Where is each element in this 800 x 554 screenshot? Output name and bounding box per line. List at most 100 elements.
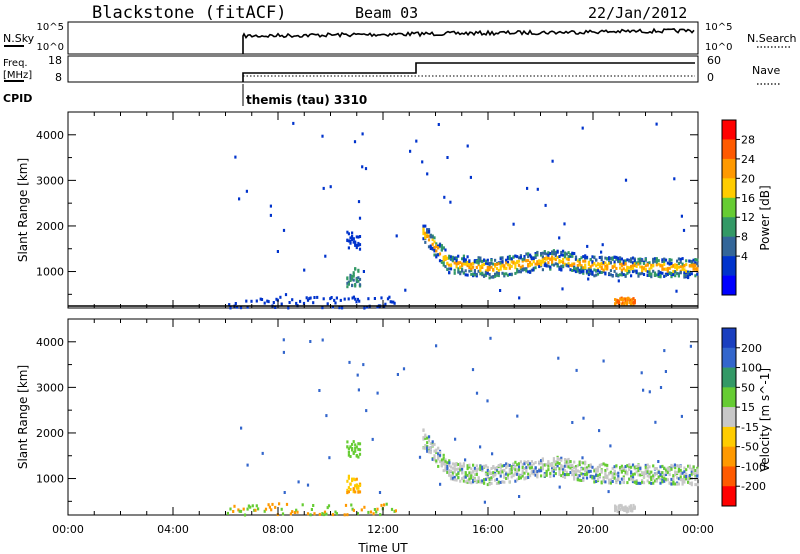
echo-cell — [523, 267, 526, 271]
echo-cell — [617, 273, 620, 277]
echo-cell — [672, 273, 675, 277]
echo-cell — [696, 474, 699, 478]
echo-cell — [578, 271, 581, 275]
echo-cell — [440, 260, 443, 264]
echo-cell — [692, 472, 695, 476]
echo-cell — [532, 257, 535, 260]
echo-cell — [440, 461, 443, 465]
echo-cell — [635, 261, 638, 265]
echo-cell — [424, 234, 427, 238]
echo-cell — [426, 235, 429, 238]
echo-cell — [245, 299, 248, 303]
echo-cell — [663, 466, 666, 470]
echo-cell — [556, 457, 559, 460]
echo-cell — [431, 443, 434, 447]
echo-cell — [633, 259, 636, 263]
echo-cell — [562, 264, 565, 268]
echo-cell — [508, 463, 511, 467]
echo-cell — [679, 478, 682, 482]
echo-cell — [584, 263, 587, 267]
echo-cell — [422, 232, 425, 236]
echo-cell — [681, 265, 684, 269]
echo-cell — [674, 263, 677, 267]
echo-cell — [639, 259, 642, 263]
echo-cell — [529, 466, 532, 470]
echo-cell — [585, 255, 589, 259]
echo-cell — [426, 172, 429, 176]
echo-cell — [680, 414, 683, 418]
echo-cell — [431, 457, 434, 461]
echo-cell — [674, 473, 677, 477]
echo-cell — [571, 469, 574, 473]
echo-cell — [644, 268, 647, 272]
echo-cell — [435, 242, 438, 246]
echo-cell — [510, 272, 513, 276]
echo-cell — [470, 264, 473, 268]
echo-cell — [510, 264, 513, 268]
echo-cell — [690, 483, 693, 487]
echo-cell — [427, 439, 431, 443]
echo-cell — [623, 297, 626, 301]
echo-cell — [604, 475, 607, 479]
echo-cell — [354, 240, 357, 244]
echo-cell — [540, 469, 543, 473]
echo-cell — [506, 463, 510, 467]
echo-cell — [637, 473, 640, 477]
echo-cell — [422, 237, 425, 241]
echo-cell — [479, 269, 482, 272]
echo-cell — [676, 259, 679, 263]
echo-cell — [670, 477, 673, 481]
echo-cell — [435, 449, 438, 453]
echo-cell — [530, 262, 533, 266]
echo-cell — [641, 268, 644, 272]
echo-cell — [574, 270, 578, 274]
echo-cell — [352, 273, 355, 277]
echo-cell — [308, 297, 311, 301]
echo-cell — [696, 468, 699, 472]
echo-cell — [433, 456, 436, 460]
echo-cell — [446, 156, 449, 159]
echo-cell — [376, 305, 379, 309]
echo-cell — [287, 306, 290, 310]
colorbar-tick-label: 15 — [741, 401, 755, 414]
echo-cell — [554, 466, 557, 470]
echo-cell — [523, 462, 526, 466]
echo-cell — [433, 236, 436, 240]
echo-cell — [620, 296, 623, 300]
echo-cell — [565, 264, 568, 268]
echo-cell — [591, 272, 594, 276]
colorbar-swatch — [722, 275, 736, 296]
echo-cell — [609, 481, 612, 485]
echo-cell — [438, 451, 442, 455]
echo-cell — [619, 266, 622, 270]
echo-cell — [576, 478, 579, 482]
echo-cell — [541, 255, 544, 259]
echo-cell — [349, 276, 352, 280]
echo-cell — [236, 305, 239, 309]
echo-cell — [587, 270, 590, 274]
echo-cell — [462, 479, 465, 483]
echo-cell — [426, 448, 429, 451]
echo-cell — [687, 464, 690, 468]
echo-cell — [584, 259, 587, 263]
echo-cell — [352, 271, 355, 275]
echo-cell — [578, 463, 581, 467]
echo-cell — [427, 435, 431, 439]
echo-cell — [497, 262, 500, 266]
echo-cell — [551, 464, 554, 468]
echo-cell — [468, 471, 471, 475]
echo-cell — [567, 264, 570, 268]
echo-cell — [446, 262, 449, 266]
echo-cell — [676, 471, 679, 474]
echo-cell — [529, 270, 532, 274]
echo-cell — [331, 513, 334, 517]
echo-cell — [347, 232, 350, 236]
echo-cell — [492, 471, 495, 475]
echo-cell — [470, 267, 473, 271]
echo-cell — [585, 468, 589, 472]
echo-cell — [234, 302, 237, 305]
echo-cell — [581, 456, 584, 460]
echo-cell — [663, 267, 666, 271]
echo-cell — [521, 267, 524, 271]
